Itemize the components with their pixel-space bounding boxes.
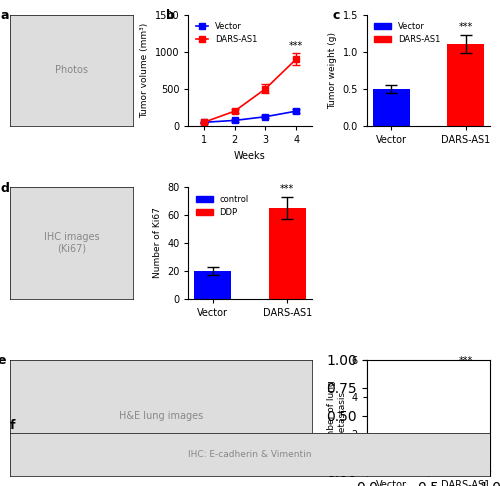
Text: ***: ***: [458, 357, 473, 366]
Y-axis label: Number of lung
metastasis: Number of lung metastasis: [326, 381, 346, 451]
Text: IHC: E-cadherin & Vimentin: IHC: E-cadherin & Vimentin: [188, 450, 312, 459]
Legend: Vector, DARS-AS1: Vector, DARS-AS1: [192, 19, 261, 48]
Bar: [447, 44, 484, 126]
Text: ***: ***: [280, 184, 294, 194]
X-axis label: Weeks: Weeks: [234, 151, 266, 160]
Bar: [194, 271, 232, 299]
Text: f: f: [10, 419, 16, 433]
Text: H&E lung images: H&E lung images: [118, 411, 203, 421]
Legend: Vector, DARS-AS1: Vector, DARS-AS1: [371, 19, 444, 48]
Text: e: e: [0, 354, 6, 367]
Bar: [372, 89, 410, 126]
Text: c: c: [332, 9, 340, 22]
Text: d: d: [0, 182, 9, 195]
Legend: control, DDP: control, DDP: [192, 191, 252, 220]
Text: IHC images
(Ki67): IHC images (Ki67): [44, 232, 100, 254]
Y-axis label: Number of Ki67: Number of Ki67: [152, 208, 162, 278]
Text: ***: ***: [458, 22, 473, 32]
Text: a: a: [0, 9, 8, 22]
Bar: [447, 379, 484, 471]
Bar: [372, 453, 410, 471]
Y-axis label: Tumor volume (mm³): Tumor volume (mm³): [140, 23, 149, 118]
Text: b: b: [166, 9, 175, 22]
Text: ***: ***: [289, 41, 304, 51]
Y-axis label: Tumor weight (g): Tumor weight (g): [328, 32, 337, 109]
Bar: [268, 208, 306, 299]
Text: Photos: Photos: [55, 65, 88, 75]
